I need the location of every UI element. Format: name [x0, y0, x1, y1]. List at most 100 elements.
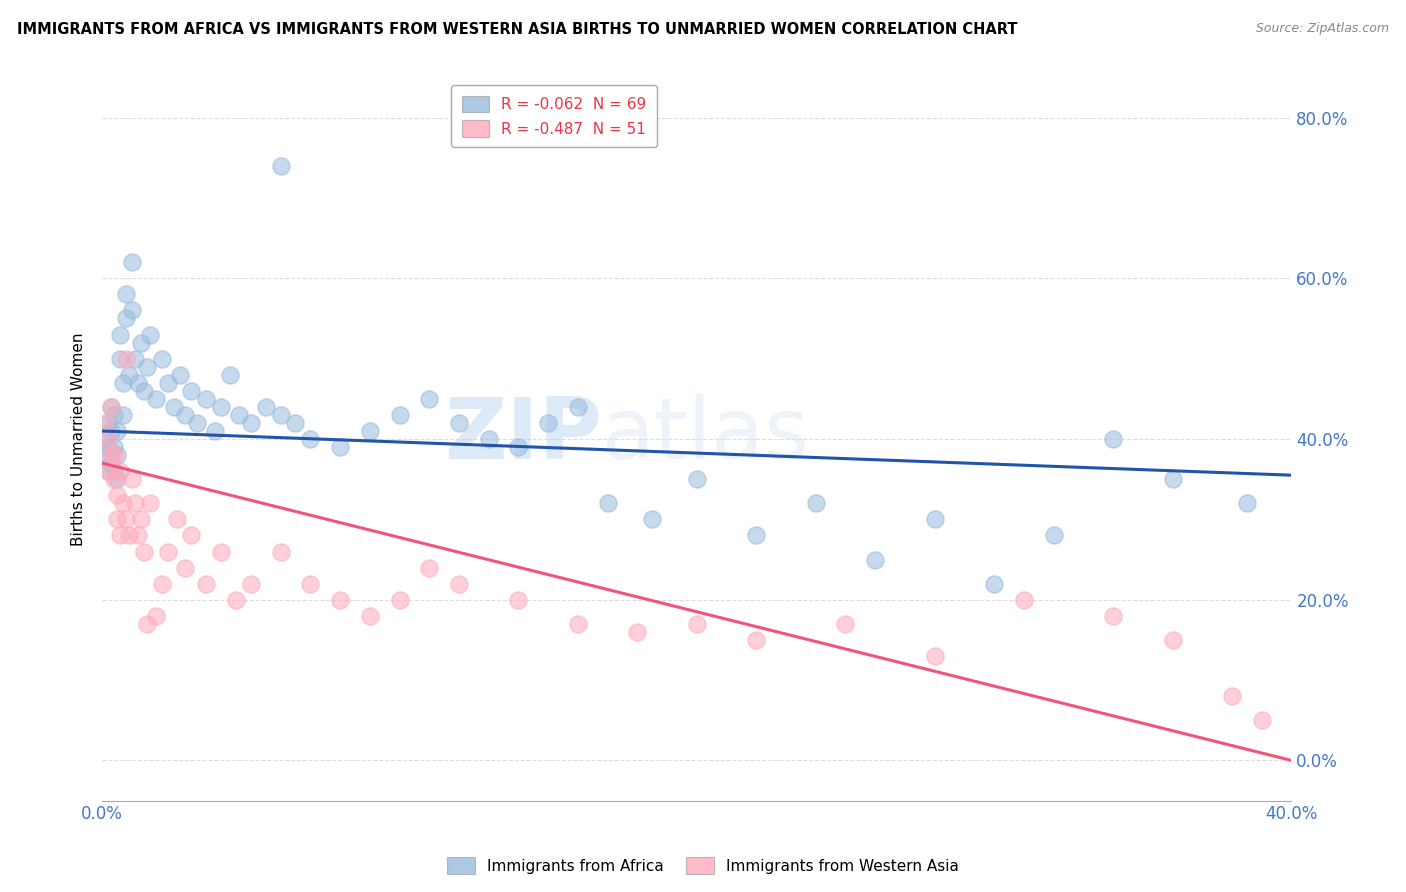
Legend: R = -0.062  N = 69, R = -0.487  N = 51: R = -0.062 N = 69, R = -0.487 N = 51: [451, 85, 658, 147]
Point: [209, 544, 232, 558]
Point: [924, 512, 946, 526]
Point: [686, 616, 709, 631]
Point: [180, 528, 202, 542]
Point: [388, 592, 411, 607]
Legend: Immigrants from Africa, Immigrants from Western Asia: Immigrants from Africa, Immigrants from …: [441, 851, 965, 880]
Point: [103, 464, 125, 478]
Point: [100, 456, 122, 470]
Point: [97, 432, 120, 446]
Point: [118, 528, 141, 542]
Point: [180, 384, 202, 398]
Point: [228, 408, 250, 422]
Point: [225, 592, 247, 607]
Point: [863, 552, 886, 566]
Point: [139, 327, 162, 342]
Point: [97, 440, 120, 454]
Point: [169, 368, 191, 382]
Point: [1250, 713, 1272, 727]
Point: [94, 416, 117, 430]
Point: [209, 400, 232, 414]
Point: [156, 544, 179, 558]
Point: [567, 400, 589, 414]
Point: [132, 544, 155, 558]
Point: [174, 408, 197, 422]
Point: [508, 440, 530, 454]
Point: [105, 472, 128, 486]
Point: [508, 592, 530, 607]
Text: IMMIGRANTS FROM AFRICA VS IMMIGRANTS FROM WESTERN ASIA BIRTHS TO UNMARRIED WOMEN: IMMIGRANTS FROM AFRICA VS IMMIGRANTS FRO…: [17, 22, 1018, 37]
Point: [174, 560, 197, 574]
Point: [166, 512, 188, 526]
Point: [299, 432, 322, 446]
Point: [834, 616, 856, 631]
Point: [418, 392, 440, 406]
Point: [1102, 432, 1125, 446]
Point: [1161, 632, 1184, 647]
Point: [97, 464, 120, 478]
Point: [103, 408, 125, 422]
Point: [127, 376, 149, 390]
Point: [1161, 472, 1184, 486]
Point: [115, 512, 138, 526]
Point: [204, 424, 226, 438]
Point: [111, 496, 134, 510]
Point: [115, 311, 138, 326]
Point: [145, 392, 167, 406]
Point: [359, 608, 381, 623]
Point: [745, 632, 768, 647]
Point: [186, 416, 208, 430]
Point: [121, 303, 143, 318]
Point: [105, 512, 128, 526]
Point: [103, 472, 125, 486]
Point: [121, 255, 143, 269]
Text: atlas: atlas: [602, 394, 810, 477]
Point: [284, 416, 307, 430]
Point: [129, 335, 152, 350]
Point: [239, 416, 262, 430]
Point: [139, 496, 162, 510]
Point: [219, 368, 242, 382]
Point: [108, 464, 131, 478]
Point: [127, 528, 149, 542]
Point: [100, 448, 122, 462]
Text: ZIP: ZIP: [444, 394, 602, 477]
Point: [983, 576, 1005, 591]
Point: [105, 488, 128, 502]
Point: [195, 392, 218, 406]
Point: [129, 512, 152, 526]
Point: [121, 472, 143, 486]
Point: [94, 432, 117, 446]
Point: [97, 464, 120, 478]
Point: [150, 576, 173, 591]
Point: [641, 512, 664, 526]
Point: [162, 400, 184, 414]
Point: [105, 448, 128, 462]
Point: [108, 327, 131, 342]
Point: [94, 448, 117, 462]
Point: [745, 528, 768, 542]
Text: Source: ZipAtlas.com: Source: ZipAtlas.com: [1256, 22, 1389, 36]
Point: [804, 496, 827, 510]
Point: [124, 496, 146, 510]
Point: [388, 408, 411, 422]
Point: [111, 376, 134, 390]
Point: [359, 424, 381, 438]
Point: [447, 416, 470, 430]
Point: [115, 351, 138, 366]
Point: [270, 159, 292, 173]
Point: [686, 472, 709, 486]
Point: [418, 560, 440, 574]
Point: [329, 592, 352, 607]
Point: [924, 648, 946, 663]
Point: [239, 576, 262, 591]
Point: [132, 384, 155, 398]
Point: [596, 496, 619, 510]
Point: [567, 616, 589, 631]
Point: [447, 576, 470, 591]
Point: [135, 359, 157, 374]
Point: [100, 400, 122, 414]
Point: [254, 400, 277, 414]
Point: [156, 376, 179, 390]
Point: [145, 608, 167, 623]
Point: [270, 544, 292, 558]
